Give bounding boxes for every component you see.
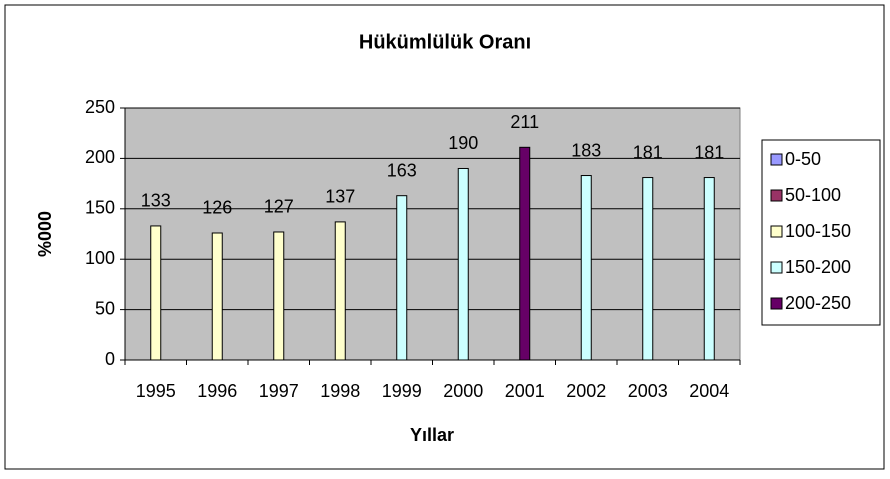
data-label: 190 <box>448 133 478 153</box>
x-tick-label: 2000 <box>443 381 483 401</box>
legend-swatch <box>770 261 783 274</box>
bar <box>396 195 408 361</box>
x-tick-label: 1998 <box>320 381 360 401</box>
bar <box>703 177 715 361</box>
bar <box>334 221 346 361</box>
x-tick-label: 2003 <box>628 381 668 401</box>
y-axis-title: %000 <box>35 211 55 257</box>
data-label: 181 <box>694 142 724 162</box>
chart-title: Hükümlülük Oranı <box>359 31 531 53</box>
y-tick-label: 150 <box>85 198 115 218</box>
legend-label: 50-100 <box>785 185 841 205</box>
legend-swatch <box>770 225 783 238</box>
x-tick-label: 1999 <box>382 381 422 401</box>
y-tick-label: 200 <box>85 147 115 167</box>
legend-swatch <box>770 297 783 310</box>
data-label: 133 <box>141 191 171 211</box>
bar <box>519 146 531 361</box>
bar <box>580 175 592 361</box>
data-label: 211 <box>510 112 539 132</box>
data-label: 127 <box>264 197 294 217</box>
bar <box>642 177 654 361</box>
data-label: 137 <box>325 187 355 207</box>
legend-swatch <box>770 153 783 166</box>
legend-label: 200-250 <box>785 293 851 313</box>
plot-area <box>124 107 741 361</box>
y-tick-label: 0 <box>105 349 115 369</box>
x-axis-title: Yıllar <box>410 425 454 445</box>
x-tick-label: 1996 <box>197 381 237 401</box>
bar <box>457 167 469 361</box>
data-label: 183 <box>571 140 601 160</box>
x-tick-label: 2002 <box>566 381 606 401</box>
x-tick-label: 2004 <box>689 381 729 401</box>
bar <box>150 225 162 361</box>
legend-swatch <box>770 189 783 202</box>
x-tick-label: 2001 <box>505 381 545 401</box>
bar <box>211 232 223 361</box>
data-label: 163 <box>387 160 417 180</box>
data-label: 181 <box>633 142 663 162</box>
y-tick-label: 100 <box>85 248 115 268</box>
y-tick-label: 50 <box>95 298 115 318</box>
legend-label: 150-200 <box>785 257 851 277</box>
legend-label: 0-50 <box>785 149 821 169</box>
legend-label: 100-150 <box>785 221 851 241</box>
x-tick-label: 1995 <box>136 381 176 401</box>
bar <box>273 231 285 361</box>
x-tick-label: 1997 <box>259 381 299 401</box>
data-label: 126 <box>202 198 232 218</box>
y-tick-label: 250 <box>85 97 115 117</box>
